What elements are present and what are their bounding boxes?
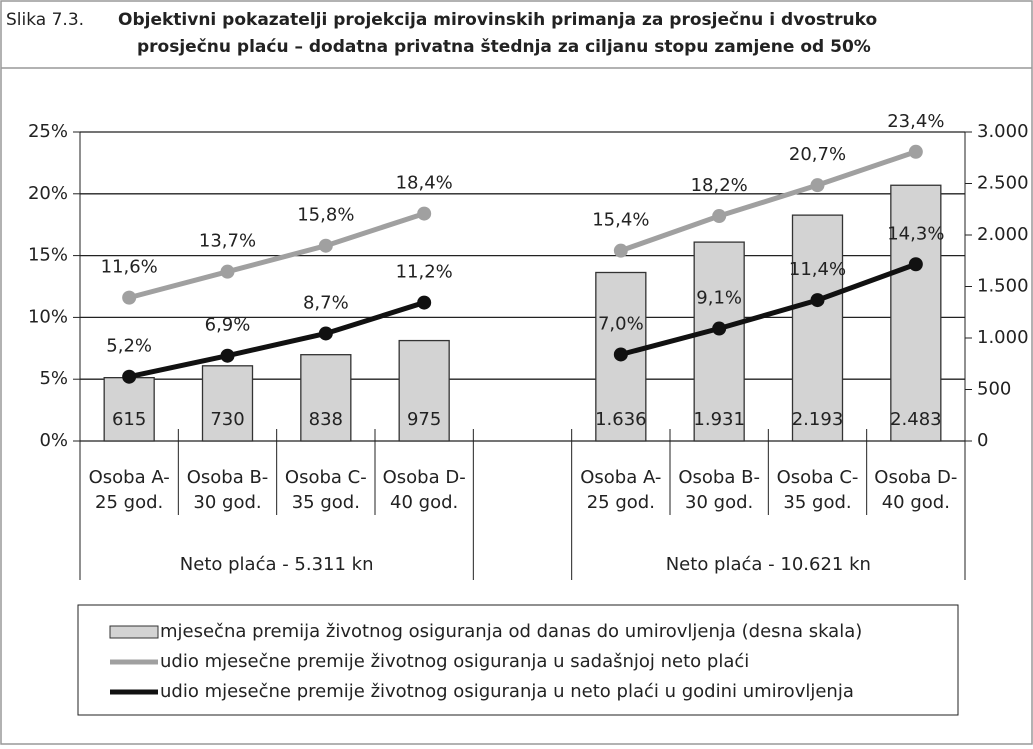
x-tick-label: 30 god. [193, 492, 261, 513]
bar-value-label: 838 [309, 409, 343, 430]
line-value-label: 11,6% [101, 257, 158, 278]
x-tick-label: Osoba B- [678, 467, 760, 488]
bar [103, 377, 155, 442]
legend-label: mjesečna premija životnog osiguranja od … [160, 621, 862, 642]
line-marker [122, 290, 137, 305]
x-tick-label: 25 god. [95, 492, 163, 513]
y-tick-label: 5% [39, 368, 68, 389]
bar-value-label: 1.931 [693, 409, 745, 430]
line-value-label: 23,4% [887, 111, 944, 132]
bar-value-label: 2.193 [792, 409, 844, 430]
x-tick-label: 40 god. [882, 492, 950, 513]
line-value-label: 20,7% [789, 144, 846, 165]
line-marker [220, 264, 235, 279]
x-tick-label: Osoba A- [580, 467, 661, 488]
legend-label: udio mjesečne premije životnog osiguranj… [160, 681, 854, 702]
figure-title: Objektivni pokazatelji projekcija mirovi… [118, 10, 877, 30]
y-tick-label: 10% [28, 306, 68, 327]
line-value-label: 14,3% [887, 223, 944, 244]
bar-value-label: 615 [112, 409, 146, 430]
group-label: Neto plaća - 5.311 kn [180, 554, 374, 575]
line-value-label: 5,2% [106, 336, 152, 357]
x-tick-label: Osoba D- [383, 467, 466, 488]
line-marker [122, 369, 137, 384]
y-tick-label: 15% [28, 245, 68, 266]
line-marker [318, 238, 333, 253]
line-value-label: 11,2% [396, 262, 453, 283]
line-value-label: 9,1% [696, 288, 742, 309]
x-tick-label: Osoba C- [777, 467, 859, 488]
figure-title: prosječnu plaću – dodatna privatna štedn… [137, 37, 871, 57]
x-tick-label: Osoba D- [874, 467, 957, 488]
x-tick-label: Osoba B- [187, 467, 269, 488]
legend-box [77, 604, 959, 716]
y2-tick-label: 3.000 [977, 121, 1029, 142]
line-value-label: 15,4% [592, 210, 649, 231]
bar [300, 354, 352, 442]
line-marker [712, 321, 727, 336]
y-tick-label: 25% [28, 121, 68, 142]
y2-tick-label: 1.500 [977, 276, 1029, 297]
line-marker [220, 348, 235, 363]
x-tick-label: 25 god. [587, 492, 655, 513]
x-tick-label: 40 god. [390, 492, 458, 513]
y2-tick-label: 1.000 [977, 327, 1029, 348]
y-tick-label: 0% [39, 430, 68, 451]
bar [890, 184, 942, 442]
line-marker [908, 257, 923, 272]
line-marker [712, 209, 727, 224]
x-tick-label: 35 god. [292, 492, 360, 513]
bar-value-label: 1.636 [595, 409, 647, 430]
y2-tick-label: 500 [977, 379, 1011, 400]
line-marker [810, 178, 825, 193]
x-tick-label: 30 god. [685, 492, 753, 513]
figure-label: Slika 7.3. [6, 10, 84, 30]
line [128, 261, 917, 380]
bar-value-label: 2.483 [890, 409, 942, 430]
y2-tick-label: 0 [977, 430, 988, 451]
line-value-label: 18,4% [396, 173, 453, 194]
line-marker [417, 206, 432, 221]
legend-label: udio mjesečne premije životnog osiguranj… [160, 651, 749, 672]
line-value-label: 15,8% [297, 205, 354, 226]
bar [201, 365, 254, 442]
line [128, 149, 917, 301]
bar-value-label: 730 [210, 409, 244, 430]
line-value-label: 13,7% [199, 231, 256, 252]
group-label: Neto plaća - 10.621 kn [666, 554, 871, 575]
line-marker [613, 347, 628, 362]
line-marker [318, 326, 333, 341]
x-tick-label: 35 god. [783, 492, 851, 513]
bar [693, 241, 745, 442]
bar [791, 214, 844, 442]
x-tick-label: Osoba C- [285, 467, 367, 488]
y-tick-label: 20% [28, 183, 68, 204]
bar-value-label: 975 [407, 409, 441, 430]
y2-tick-label: 2.500 [977, 173, 1029, 194]
line-marker [908, 144, 923, 159]
y2-tick-label: 2.000 [977, 224, 1029, 245]
legend-swatch [109, 625, 159, 639]
bar [398, 339, 450, 442]
x-tick-label: Osoba A- [89, 467, 170, 488]
line-value-label: 11,4% [789, 259, 846, 280]
line-marker [613, 243, 628, 258]
line-marker [810, 293, 825, 308]
header: Slika 7.3. Objektivni pokazatelji projek… [6, 10, 877, 57]
line-value-label: 6,9% [205, 315, 251, 336]
line-value-label: 7,0% [598, 313, 644, 334]
line-value-label: 8,7% [303, 292, 349, 313]
line-value-label: 18,2% [691, 175, 748, 196]
line-marker [417, 295, 432, 310]
